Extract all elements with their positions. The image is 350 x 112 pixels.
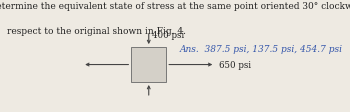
Text: respect to the original shown in Fig. 4.: respect to the original shown in Fig. 4. [7,27,186,36]
Text: 400 psi: 400 psi [152,31,184,40]
Text: Determine the equivalent state of stress at the same point oriented 30° clockwis: Determine the equivalent state of stress… [0,2,350,11]
Text: 650 psi: 650 psi [219,60,251,69]
Text: Ans.  387.5 psi, 137.5 psi, 454.7 psi: Ans. 387.5 psi, 137.5 psi, 454.7 psi [180,45,343,54]
Bar [131,48,166,82]
